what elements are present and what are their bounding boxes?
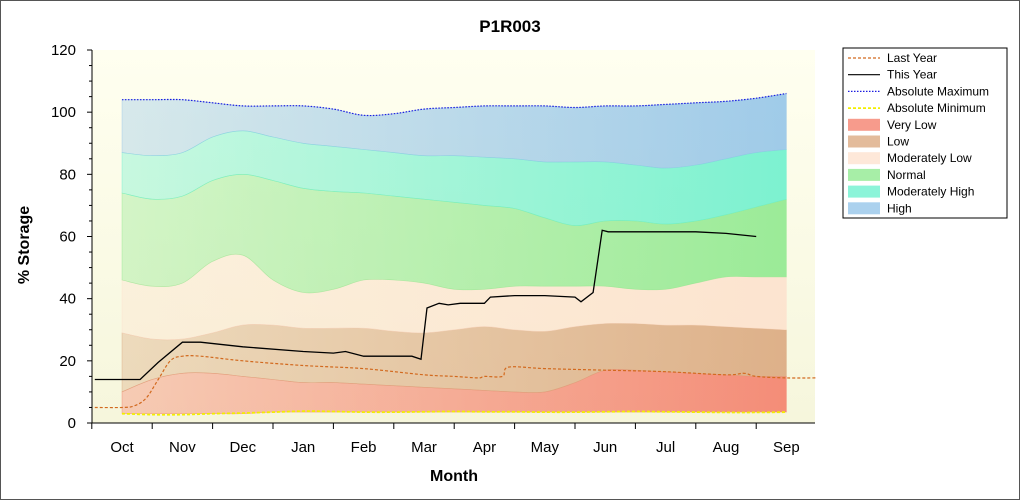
x-tick-label: May [531,439,560,456]
storage-bands [121,93,787,415]
y-tick-label: 80 [59,166,76,183]
x-tick-label: Jun [593,439,617,456]
legend-label-absolute-maximum: Absolute Maximum [887,84,989,98]
legend-swatch-high [848,202,880,215]
legend-label-this-year: This Year [887,68,937,82]
legend-label-very-low: Very Low [887,118,937,132]
y-tick-label: 0 [68,415,76,432]
legend-label-moderately-low: Moderately Low [887,151,972,165]
y-tick-label: 40 [59,291,76,308]
legend-label-last-year: Last Year [887,51,937,65]
legend-label-low: Low [887,135,909,149]
legend-swatch-moderately-low [848,152,880,165]
x-tick-label: Aug [713,439,740,456]
series-this-year [94,229,757,381]
y-tick-label: 20 [59,353,76,370]
y-tick-label: 60 [59,229,76,246]
x-tick-label: Jul [656,439,675,456]
legend-label-absolute-minimum: Absolute Minimum [887,101,986,115]
chart-title: P1R003 [479,17,540,36]
x-tick-label: Feb [351,439,377,456]
x-tick-label: Jan [291,439,315,456]
legend: Last Year This Year Absolute Maximum Absolu… [842,47,1008,219]
x-tick-label: Sep [773,439,800,456]
x-axis-title: Month [430,468,478,485]
x-tick-label: Mar [411,439,437,456]
y-tick-label: 120 [51,42,76,59]
series-absolute-minimum [121,410,787,416]
series-absolute-maximum [122,92,787,117]
x-tick-label: Oct [110,439,134,456]
y-axis-title: % Storage [16,206,33,284]
series-last-year [94,355,817,409]
x-tick-label: Dec [229,439,256,456]
axes: 0 20 40 60 80 100 120 Oct Nov Dec Jan Feb Mar Apr May J… [51,42,815,456]
x-tick-label: Nov [169,439,196,456]
legend-swatch-low [848,135,880,148]
legend-swatch-normal [848,168,880,181]
legend-label-high: High [887,201,912,215]
legend-label-moderately-high: Moderately High [887,185,974,199]
legend-label-normal: Normal [887,168,926,182]
series-lines [94,92,817,416]
legend-swatch-moderately-high [848,185,880,198]
y-tick-label: 100 [51,104,76,121]
x-tick-label: Apr [473,439,496,456]
legend-swatch-very-low [848,118,880,131]
